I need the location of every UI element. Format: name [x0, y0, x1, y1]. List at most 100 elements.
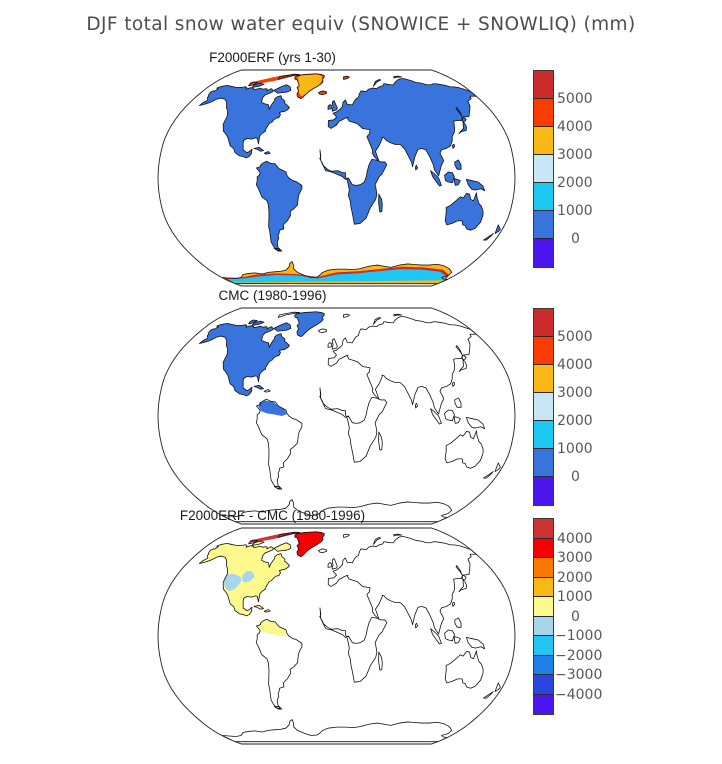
- map-frame: [157, 69, 516, 287]
- coastline-island-britain: [331, 338, 338, 350]
- coastline-island-taiwan: [452, 143, 455, 149]
- coastline-island-nz_s: [483, 691, 494, 699]
- region-fill-us-rockies-neg: [223, 573, 242, 592]
- coastline-island-nz_n: [494, 224, 501, 234]
- colorbar-band: [534, 99, 553, 127]
- coastline: [444, 192, 484, 231]
- colorbar-tick-label: 2000: [557, 569, 593, 586]
- coastline-island-nz_n: [494, 462, 501, 472]
- coastline-island-nz_s: [483, 471, 494, 479]
- colorbar-band: [534, 421, 553, 449]
- colorbar-model-strip: [533, 70, 554, 268]
- colorbar-band: [534, 155, 553, 183]
- coastline-island-borneo: [444, 171, 455, 184]
- colorbar-band: [534, 675, 553, 695]
- colorbar-band: [534, 597, 553, 617]
- colorbar-band: [534, 558, 553, 578]
- colorbar-band: [534, 449, 553, 477]
- coastline-island-banks: [248, 539, 258, 545]
- coastline-island-sl: [415, 622, 418, 629]
- coastline-island-sulawesi: [454, 636, 461, 644]
- coastline: [319, 316, 477, 463]
- coastline-island-iceland: [318, 548, 328, 553]
- coastline-island-novaya: [372, 79, 382, 87]
- map-frame: [157, 527, 516, 745]
- coastline-island-ellesmere: [277, 531, 301, 538]
- coastline: [198, 542, 290, 617]
- region-fill-sumatra: [430, 170, 442, 187]
- coastline-island-hokkaido: [461, 354, 467, 360]
- coastline-island-sulawesi: [454, 178, 461, 186]
- coastline-island-sumatra: [430, 408, 442, 425]
- panel-title-diff: F2000ERF - CMC (1980-1996): [179, 508, 366, 523]
- coastline-island-nz_n: [494, 682, 501, 692]
- region-fill-baffin: [273, 542, 291, 552]
- colorbar-band: [534, 636, 553, 656]
- coastline-island-ireland: [327, 562, 332, 568]
- colorbar-band: [534, 616, 553, 636]
- region-fill-north-america: [199, 323, 290, 396]
- coastline-island-britain: [331, 100, 338, 112]
- coastline-island-severnaya: [393, 313, 403, 317]
- coastline-island-japan: [458, 359, 467, 373]
- coastline-island-hispaniola: [263, 389, 271, 393]
- coastline-island-victoria: [251, 82, 265, 88]
- figure-canvas: DJF total snow water equiv (SNOWICE + SN…: [0, 14, 722, 745]
- colorbar-band: [534, 127, 553, 155]
- coastline-island-svalbard: [342, 75, 350, 80]
- colorbar-tick-label: 1000: [557, 203, 593, 219]
- colorbar-band: [534, 211, 553, 239]
- colorbar-tick-label: −4000: [555, 686, 603, 703]
- coastline-island-newguinea: [465, 416, 486, 430]
- region-fill-africa-eurasia: [319, 78, 477, 225]
- coastline: [294, 73, 325, 100]
- world-map-svg: [157, 69, 516, 287]
- region-fill-victoria: [251, 321, 265, 326]
- coastline-island-borneo: [444, 409, 455, 422]
- panel-obs: CMC (1980-1996) 5000 4000 3000 2000 1000 0: [0, 240, 722, 525]
- coastline: [198, 322, 290, 397]
- coastline-island-britain: [331, 558, 338, 570]
- region-fill-victoria: [251, 541, 265, 546]
- world-map-svg: [157, 527, 516, 745]
- coastline: [198, 84, 290, 159]
- region-fill-banks: [248, 320, 258, 324]
- colorbar-band: [534, 365, 553, 393]
- map-model: [156, 68, 517, 306]
- coastline-island-cuba: [253, 604, 264, 610]
- region-fill-greenland-core: [297, 74, 323, 97]
- map-frame: [157, 307, 516, 525]
- coastline: [319, 78, 477, 225]
- coastline-island-sakhalin: [455, 565, 463, 575]
- coastline-island-taiwan: [452, 381, 455, 387]
- coastline-island-cuba: [253, 384, 264, 390]
- colorbar-tick-label: 4000: [557, 530, 593, 547]
- coastline-island-sl: [415, 402, 418, 409]
- coastline-island-newguinea: [465, 636, 486, 650]
- colorbar-tick-label: 3000: [557, 385, 593, 401]
- coastline: [319, 536, 477, 683]
- colorbar-band: [534, 538, 553, 558]
- coastline-island-svalbard: [342, 533, 350, 538]
- coastline-island-taiwan: [452, 601, 455, 607]
- colorbar-tick-label: 0: [571, 608, 580, 625]
- world-map-svg: [157, 307, 516, 525]
- coastline: [221, 261, 453, 285]
- coastline-island-victoria: [251, 540, 265, 546]
- coastline-island-ellesmere: [277, 73, 301, 80]
- colorbar-tick-label: −2000: [555, 647, 603, 664]
- region-fill-sa-north: [258, 400, 287, 416]
- coastline: [294, 311, 325, 338]
- coastline-island-severnaya: [393, 533, 403, 537]
- coastline-island-victoria: [251, 320, 265, 326]
- region-fill-greenland: [294, 311, 325, 337]
- colorbar-tick-label: −3000: [555, 667, 603, 683]
- coastline-island-iceland: [318, 328, 328, 333]
- colorbar-band: [534, 477, 553, 505]
- colorbar-band: [534, 183, 553, 211]
- colorbar-obs-strip: [533, 308, 554, 506]
- coastline-island-cuba: [253, 146, 264, 152]
- coastline-island-hokkaido: [461, 116, 467, 122]
- coastline-island-sakhalin: [455, 107, 463, 117]
- colorbar-band: [534, 71, 553, 99]
